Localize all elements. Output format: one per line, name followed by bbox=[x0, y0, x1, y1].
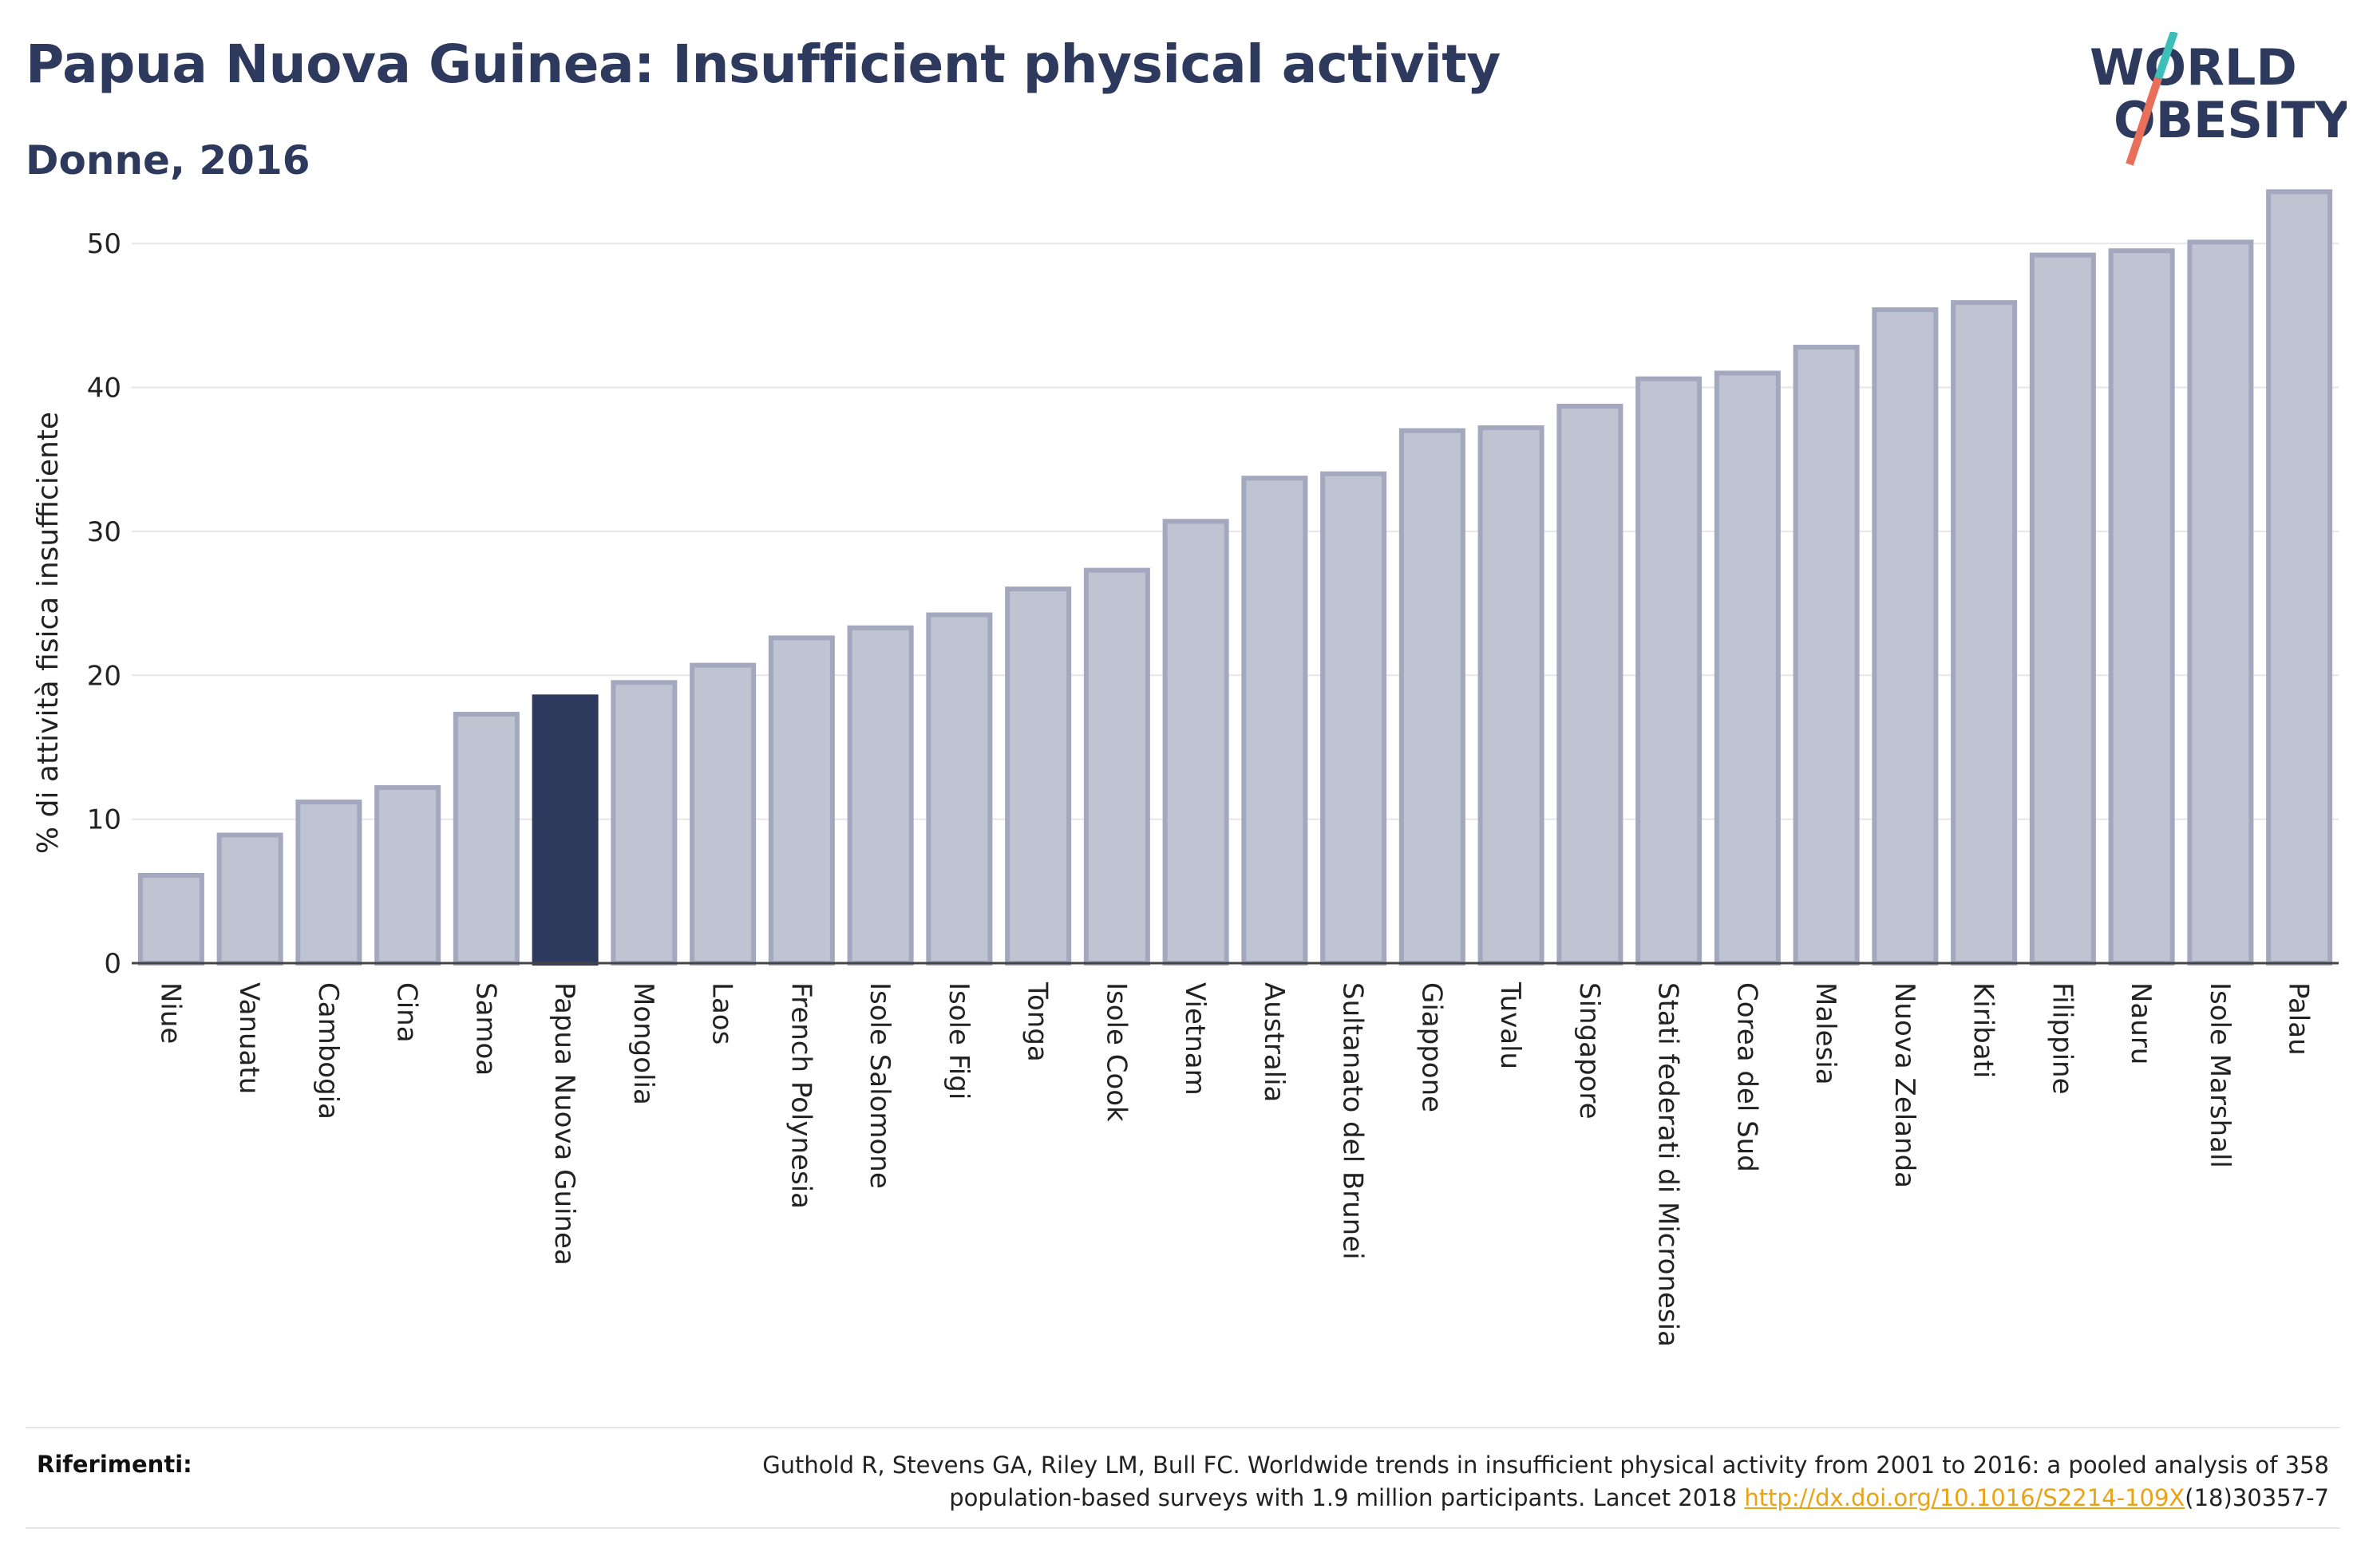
x-tick-label: Palau bbox=[2283, 982, 2315, 1056]
y-tick-label: 30 bbox=[87, 516, 121, 548]
references-line2: population-based surveys with 1.9 millio… bbox=[949, 1484, 1745, 1511]
bar-highlight bbox=[532, 694, 599, 966]
y-ticks: 0 10 20 30 40 50 bbox=[87, 228, 121, 980]
x-ticks: Niue Vanuatu Cambogia Cina Samoa Papua Nuova … bbox=[154, 981, 2314, 1347]
bar bbox=[2029, 252, 2096, 966]
page-subtitle: Donne, 2016 bbox=[26, 137, 310, 184]
logo-text-world: WORLD bbox=[2090, 38, 2297, 97]
bar bbox=[1793, 345, 1860, 966]
bar bbox=[1951, 300, 2018, 966]
bar bbox=[768, 635, 835, 966]
x-tick-label: Malesia bbox=[1809, 982, 1841, 1085]
world-obesity-logo: WORLD OBESITY bbox=[2090, 32, 2347, 166]
bar bbox=[1477, 425, 1544, 966]
y-tick-label: 20 bbox=[87, 660, 121, 692]
bar bbox=[690, 662, 757, 966]
bar bbox=[453, 711, 520, 966]
x-tick-label: Niue bbox=[154, 982, 186, 1044]
references-doi-link[interactable]: http://dx.doi.org/10.1016/S2214-109X bbox=[1744, 1484, 2185, 1511]
references-label: Riferimenti: bbox=[37, 1451, 192, 1478]
bar bbox=[216, 832, 283, 966]
bar bbox=[926, 612, 993, 966]
references-text: Guthold R, Stevens GA, Riley LM, Bull FC… bbox=[493, 1449, 2329, 1515]
x-tick-label: Isole Marshall bbox=[2204, 982, 2236, 1168]
x-tick-label: Filippine bbox=[2046, 982, 2078, 1095]
logo-slash-teal bbox=[2154, 32, 2178, 80]
x-tick-label: French Polynesia bbox=[785, 982, 817, 1209]
x-tick-label: Nauru bbox=[2125, 982, 2157, 1064]
x-tick-label: Australia bbox=[1258, 982, 1290, 1102]
bar bbox=[1241, 476, 1308, 966]
x-tick-label: Tuvalu bbox=[1494, 981, 1526, 1069]
x-tick-label: Cina bbox=[391, 982, 423, 1043]
page-title: Papua Nuova Guinea: Insufficient physica… bbox=[26, 34, 1501, 95]
x-tick-label: Singapore bbox=[1573, 982, 1605, 1120]
bar bbox=[1083, 567, 1150, 966]
logo-slash-coral bbox=[2126, 77, 2162, 166]
x-tick-label: Stati federati di Micronesia bbox=[1652, 982, 1684, 1347]
y-axis-label: % di attività fisica insufficiente bbox=[32, 412, 65, 854]
bar bbox=[611, 680, 678, 966]
x-tick-label: Laos bbox=[706, 982, 738, 1045]
bar bbox=[1872, 307, 1939, 966]
y-tick-label: 0 bbox=[104, 948, 121, 980]
bar bbox=[137, 872, 204, 966]
bar bbox=[1162, 519, 1229, 966]
x-tick-label: Nuova Zelanda bbox=[1888, 982, 1920, 1188]
bar bbox=[1714, 370, 1781, 966]
x-tick-label: Sultanato del Brunei bbox=[1337, 982, 1369, 1260]
bars bbox=[137, 189, 2333, 966]
bar bbox=[2187, 239, 2254, 966]
x-tick-label: Isole Cook bbox=[1100, 982, 1132, 1122]
x-tick-label: Corea del Sud bbox=[1730, 982, 1762, 1172]
bar bbox=[374, 784, 441, 966]
x-tick-label: Mongolia bbox=[627, 982, 659, 1105]
x-tick-label: Papua Nuova Guinea bbox=[548, 982, 580, 1266]
x-tick-label: Kiribati bbox=[1968, 982, 1999, 1078]
bar bbox=[2266, 189, 2333, 966]
x-tick-label: Samoa bbox=[469, 982, 501, 1076]
x-tick-label: Cambogia bbox=[312, 982, 344, 1120]
bar bbox=[2108, 248, 2175, 966]
x-tick-label: Vanuatu bbox=[233, 982, 265, 1094]
x-tick-label: Giappone bbox=[1415, 982, 1447, 1112]
x-tick-label: Tonga bbox=[1022, 981, 1054, 1062]
x-tick-label: Isole Figi bbox=[943, 982, 975, 1100]
bar bbox=[1005, 587, 1072, 966]
references-line2-end: (18)30357-7 bbox=[2185, 1484, 2329, 1511]
references-panel: Riferimenti: Guthold R, Stevens GA, Rile… bbox=[26, 1427, 2340, 1529]
y-tick-label: 10 bbox=[87, 804, 121, 836]
y-tick-label: 50 bbox=[87, 228, 121, 260]
bar bbox=[1635, 376, 1703, 966]
bar bbox=[1398, 428, 1465, 966]
y-tick-label: 40 bbox=[87, 373, 121, 405]
bar bbox=[295, 799, 362, 966]
x-tick-label: Vietnam bbox=[1179, 982, 1211, 1096]
x-tick-label: Isole Salomone bbox=[864, 982, 896, 1189]
references-line1: Guthold R, Stevens GA, Riley LM, Bull FC… bbox=[762, 1451, 2329, 1479]
bar bbox=[1320, 471, 1387, 966]
bar bbox=[847, 625, 914, 966]
bar bbox=[1556, 403, 1623, 966]
